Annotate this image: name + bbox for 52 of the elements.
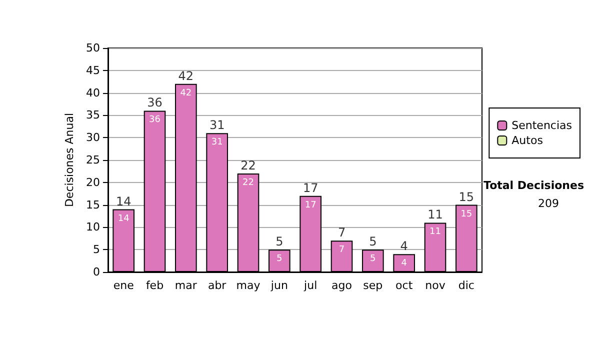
y-tick-label: 5 bbox=[93, 243, 100, 256]
y-tick-label: 25 bbox=[86, 154, 100, 166]
y-tick-label: 35 bbox=[86, 108, 100, 122]
x-tick-label: oct bbox=[396, 279, 414, 292]
total-label: 7 bbox=[338, 226, 346, 240]
x-tick-label: ago bbox=[332, 279, 352, 292]
legend-label: Autos bbox=[512, 134, 544, 147]
data-label: 31 bbox=[211, 138, 223, 148]
data-label: 36 bbox=[149, 115, 161, 126]
data-label: 11 bbox=[430, 227, 441, 238]
total-label: 5 bbox=[276, 234, 284, 249]
x-tick-label: ene bbox=[113, 279, 134, 292]
total-label: 17 bbox=[302, 180, 318, 195]
data-label: 15 bbox=[460, 209, 472, 220]
data-label: 4 bbox=[401, 258, 408, 269]
data-label: 5 bbox=[370, 254, 376, 264]
x-tick-label: dic bbox=[458, 279, 474, 292]
x-tick-label: feb bbox=[146, 279, 164, 292]
total-label: 36 bbox=[147, 96, 162, 110]
total-label: 42 bbox=[178, 68, 194, 83]
data-label: 17 bbox=[304, 200, 316, 210]
data-label: 7 bbox=[338, 245, 345, 256]
data-label: 5 bbox=[276, 254, 282, 264]
total-label: 15 bbox=[458, 190, 474, 204]
y-tick-label: 50 bbox=[86, 42, 100, 54]
total-label: 5 bbox=[369, 234, 377, 249]
y-tick-label: 15 bbox=[86, 198, 100, 212]
total-label: 14 bbox=[116, 194, 132, 208]
x-tick-label: sep bbox=[363, 279, 383, 292]
y-tick-label: 30 bbox=[86, 131, 100, 144]
x-tick-label: jul bbox=[303, 279, 318, 292]
total-label: 11 bbox=[428, 208, 443, 222]
y-axis-title: Decisiones Anual bbox=[63, 112, 76, 208]
data-label: 14 bbox=[118, 214, 130, 224]
y-tick-label: 20 bbox=[86, 176, 100, 189]
total-label: 22 bbox=[240, 158, 256, 172]
y-tick-label: 45 bbox=[86, 64, 100, 77]
text: 209 bbox=[538, 197, 560, 210]
legend-label: Sentencias bbox=[512, 119, 572, 132]
x-tick-label: jun bbox=[270, 279, 288, 292]
total-label: 4 bbox=[400, 239, 408, 254]
data-label: 42 bbox=[180, 88, 192, 98]
x-tick-label: mar bbox=[174, 279, 198, 292]
y-tick-label: 40 bbox=[86, 86, 100, 100]
y-tick-label: 10 bbox=[86, 220, 100, 234]
total-label: 31 bbox=[209, 118, 225, 132]
y-tick-label: 0 bbox=[93, 266, 100, 278]
x-tick-label: abr bbox=[208, 279, 227, 292]
x-tick-label: may bbox=[236, 279, 261, 292]
x-tick-label: nov bbox=[425, 279, 446, 292]
data-label: 22 bbox=[242, 178, 254, 188]
text: Total Decisiones bbox=[484, 179, 584, 192]
